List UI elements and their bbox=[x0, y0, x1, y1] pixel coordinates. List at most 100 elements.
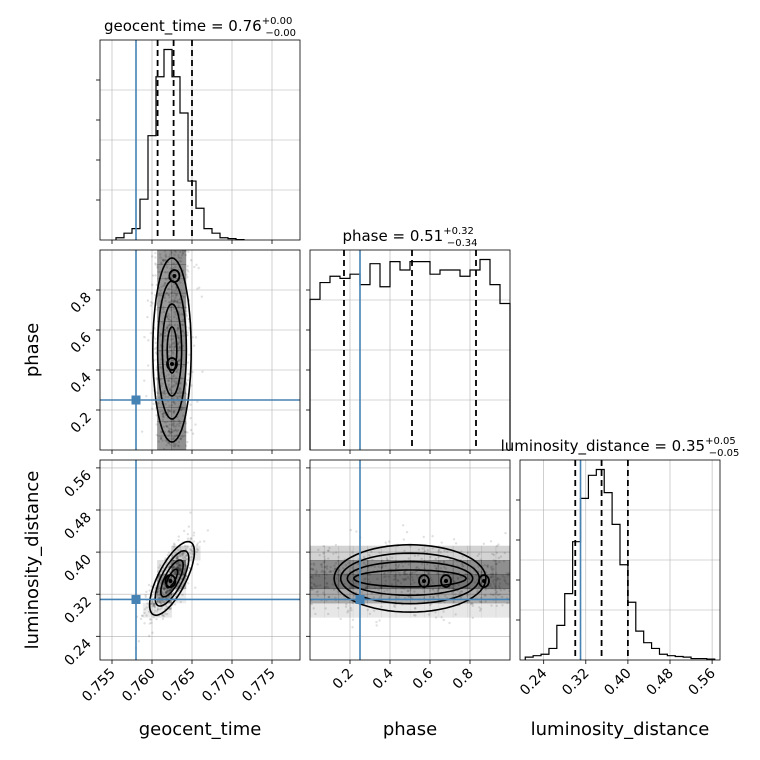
joint-phase-vs-geocent-time-sample-326 bbox=[159, 332, 163, 336]
joint-phase-vs-geocent-time-inner bbox=[100, 250, 300, 450]
joint-luminosity-distance-vs-phase-sample-441 bbox=[370, 550, 373, 554]
joint-luminosity-distance-vs-geocent-time-sample-490 bbox=[164, 587, 167, 590]
joint-luminosity-distance-vs-phase-sample-179 bbox=[437, 572, 440, 575]
joint-phase-vs-geocent-time-sample-41 bbox=[162, 306, 165, 309]
joint-luminosity-distance-vs-phase-sample-644 bbox=[490, 604, 493, 607]
joint-phase-vs-geocent-time-sample-586 bbox=[172, 397, 175, 400]
joint-luminosity-distance-vs-phase-sample-598 bbox=[461, 555, 464, 558]
joint-luminosity-distance-vs-phase-sample-259 bbox=[494, 562, 498, 566]
joint-luminosity-distance-vs-phase-sample-446 bbox=[310, 588, 313, 592]
joint-phase-vs-geocent-time-sample-487 bbox=[176, 317, 179, 320]
joint-phase-vs-geocent-time-sample-399 bbox=[178, 336, 181, 340]
joint-phase-vs-geocent-time-sample-546 bbox=[178, 389, 181, 392]
joint-luminosity-distance-vs-geocent-time-sample-632 bbox=[166, 553, 170, 557]
joint-luminosity-distance-vs-phase-sample-328 bbox=[448, 558, 452, 561]
joint-phase-vs-geocent-time-sample-39 bbox=[175, 430, 179, 433]
joint-phase-vs-geocent-time-sample-297 bbox=[177, 444, 181, 448]
joint-phase-vs-geocent-time-sample-139 bbox=[179, 395, 182, 399]
joint-luminosity-distance-vs-geocent-time-sample-120 bbox=[178, 555, 182, 558]
joint-luminosity-distance-vs-geocent-time-sample-464 bbox=[178, 566, 181, 569]
joint-luminosity-distance-vs-geocent-time-sample-73 bbox=[170, 593, 173, 597]
joint-luminosity-distance-vs-phase-sample-166 bbox=[346, 611, 349, 614]
joint-phase-vs-geocent-time-sample-539 bbox=[200, 295, 204, 298]
joint-phase-vs-geocent-time-sample-576 bbox=[162, 284, 165, 288]
joint-phase-vs-geocent-time-sample-210 bbox=[171, 288, 174, 291]
joint-luminosity-distance-vs-phase-density-13-10 bbox=[495, 602, 510, 618]
joint-phase-vs-geocent-time-sample-59 bbox=[173, 307, 176, 311]
joint-luminosity-distance-vs-geocent-time-sample-336 bbox=[169, 607, 172, 611]
joint-luminosity-distance-vs-phase-density-13-8 bbox=[495, 574, 510, 590]
title-geocent-time-plus: +0.00 bbox=[262, 16, 293, 27]
joint-luminosity-distance-vs-phase-sample-48 bbox=[316, 590, 319, 593]
hist-luminosity-distance-steps bbox=[524, 468, 716, 660]
joint-phase-vs-geocent-time-sample-311 bbox=[163, 331, 167, 334]
title-luminosity-distance-minus: −0.05 bbox=[709, 448, 740, 459]
joint-phase-vs-geocent-time-sample-390 bbox=[169, 410, 172, 413]
joint-phase-vs-geocent-time-sample-154 bbox=[182, 364, 186, 367]
joint-luminosity-distance-vs-phase-density-10-7 bbox=[452, 560, 468, 575]
joint-phase-vs-geocent-time-sample-480 bbox=[167, 441, 171, 444]
joint-phase-vs-geocent-time-sample-433 bbox=[169, 355, 172, 358]
joint-luminosity-distance-vs-geocent-time-sample-235 bbox=[158, 600, 162, 603]
joint-luminosity-distance-vs-phase-frame bbox=[309, 459, 511, 661]
joint-luminosity-distance-vs-geocent-time-sample-650 bbox=[169, 587, 173, 591]
joint-phase-vs-geocent-time-sample-196 bbox=[178, 394, 181, 398]
joint-phase-vs-geocent-time-sample-533 bbox=[163, 258, 166, 262]
joint-phase-vs-geocent-time-sample-427 bbox=[174, 296, 177, 300]
joint-phase-vs-geocent-time-sample-199 bbox=[191, 432, 195, 435]
joint-phase-vs-geocent-time-sample-200 bbox=[161, 412, 165, 415]
joint-phase-vs-geocent-time-sample-266 bbox=[151, 274, 155, 277]
joint-luminosity-distance-vs-geocent-time-sample-351 bbox=[189, 548, 192, 551]
joint-luminosity-distance-vs-geocent-time-sample-108 bbox=[174, 570, 177, 573]
joint-phase-vs-geocent-time-sample-264 bbox=[163, 420, 166, 424]
joint-luminosity-distance-vs-geocent-time-sample-114 bbox=[152, 605, 155, 608]
joint-luminosity-distance-vs-phase-sample-632 bbox=[337, 568, 341, 571]
joint-phase-vs-geocent-time-sample-111 bbox=[167, 409, 171, 412]
joint-phase-vs-geocent-time-sample-362 bbox=[155, 414, 158, 417]
joint-phase-vs-geocent-time-density-5-7 bbox=[171, 350, 187, 365]
joint-phase-vs-geocent-time-sample-225 bbox=[168, 359, 172, 363]
joint-luminosity-distance-vs-geocent-time-sample-315 bbox=[162, 583, 166, 586]
joint-phase-vs-geocent-time-sample-209 bbox=[164, 402, 167, 406]
joint-phase-vs-geocent-time-sample-168 bbox=[181, 252, 185, 255]
hist-luminosity-distance-frame bbox=[519, 459, 721, 661]
title-geocent-time-minus: −0.00 bbox=[265, 28, 296, 39]
joint-phase-vs-geocent-time-sample-102 bbox=[183, 430, 187, 434]
joint-luminosity-distance-vs-phase-sample-567 bbox=[378, 596, 381, 600]
joint-phase-vs-geocent-time-sample-385 bbox=[169, 431, 172, 434]
joint-luminosity-distance-vs-geocent-time-sample-266 bbox=[177, 568, 181, 571]
joint-phase-vs-geocent-time-sample-90 bbox=[177, 306, 181, 309]
joint-phase-vs-geocent-time-sample-278 bbox=[189, 416, 192, 420]
joint-luminosity-distance-vs-geocent-time-sample-29 bbox=[152, 601, 156, 605]
joint-luminosity-distance-vs-phase-sample-246 bbox=[393, 604, 396, 607]
joint-luminosity-distance-vs-geocent-time-sample-397 bbox=[189, 548, 193, 552]
joint-luminosity-distance-vs-geocent-time-sample-308 bbox=[163, 588, 166, 591]
joint-luminosity-distance-vs-geocent-time-sample-89 bbox=[196, 548, 199, 552]
joint-phase-vs-geocent-time-sample-320 bbox=[175, 370, 179, 374]
joint-phase-vs-geocent-time-sample-437 bbox=[155, 423, 158, 426]
joint-luminosity-distance-vs-geocent-time-sample-559 bbox=[153, 609, 156, 612]
joint-phase-vs-geocent-time-sample-55 bbox=[179, 421, 182, 425]
joint-luminosity-distance-vs-phase-sample-131 bbox=[379, 595, 382, 598]
joint-phase-vs-geocent-time-sample-234 bbox=[169, 299, 173, 303]
joint-luminosity-distance-vs-geocent-time-sample-472 bbox=[178, 568, 181, 571]
joint-luminosity-distance-vs-phase-sample-685 bbox=[479, 607, 483, 611]
title-luminosity-distance-value: 0.35 bbox=[672, 437, 705, 455]
joint-luminosity-distance-vs-geocent-time-sample-499 bbox=[166, 590, 169, 593]
joint-luminosity-distance-vs-geocent-time-sample-481 bbox=[148, 618, 152, 621]
joint-phase-vs-geocent-time-yticklabel-3: 0.8 bbox=[68, 290, 95, 317]
joint-luminosity-distance-vs-phase-sample-473 bbox=[442, 561, 446, 564]
joint-luminosity-distance-vs-phase-sample-619 bbox=[377, 588, 380, 592]
joint-luminosity-distance-vs-geocent-time-sample-70 bbox=[168, 595, 171, 599]
joint-luminosity-distance-vs-phase-sample-102 bbox=[351, 566, 354, 570]
joint-luminosity-distance-vs-phase-sample-400 bbox=[448, 621, 451, 625]
joint-luminosity-distance-vs-geocent-time-sample-484 bbox=[178, 572, 181, 575]
joint-luminosity-distance-vs-geocent-time-sample-612 bbox=[168, 583, 172, 586]
joint-luminosity-distance-vs-phase-sample-52 bbox=[351, 618, 355, 622]
joint-luminosity-distance-vs-geocent-time-sample-79 bbox=[150, 621, 153, 625]
joint-phase-vs-geocent-time-sample-676 bbox=[179, 256, 183, 260]
joint-luminosity-distance-vs-geocent-time-sample-261 bbox=[176, 554, 180, 558]
joint-phase-vs-geocent-time-sample-3 bbox=[161, 258, 164, 261]
joint-luminosity-distance-vs-geocent-time-sample-236 bbox=[153, 606, 157, 609]
joint-phase-vs-geocent-time-sample-662 bbox=[177, 346, 181, 349]
